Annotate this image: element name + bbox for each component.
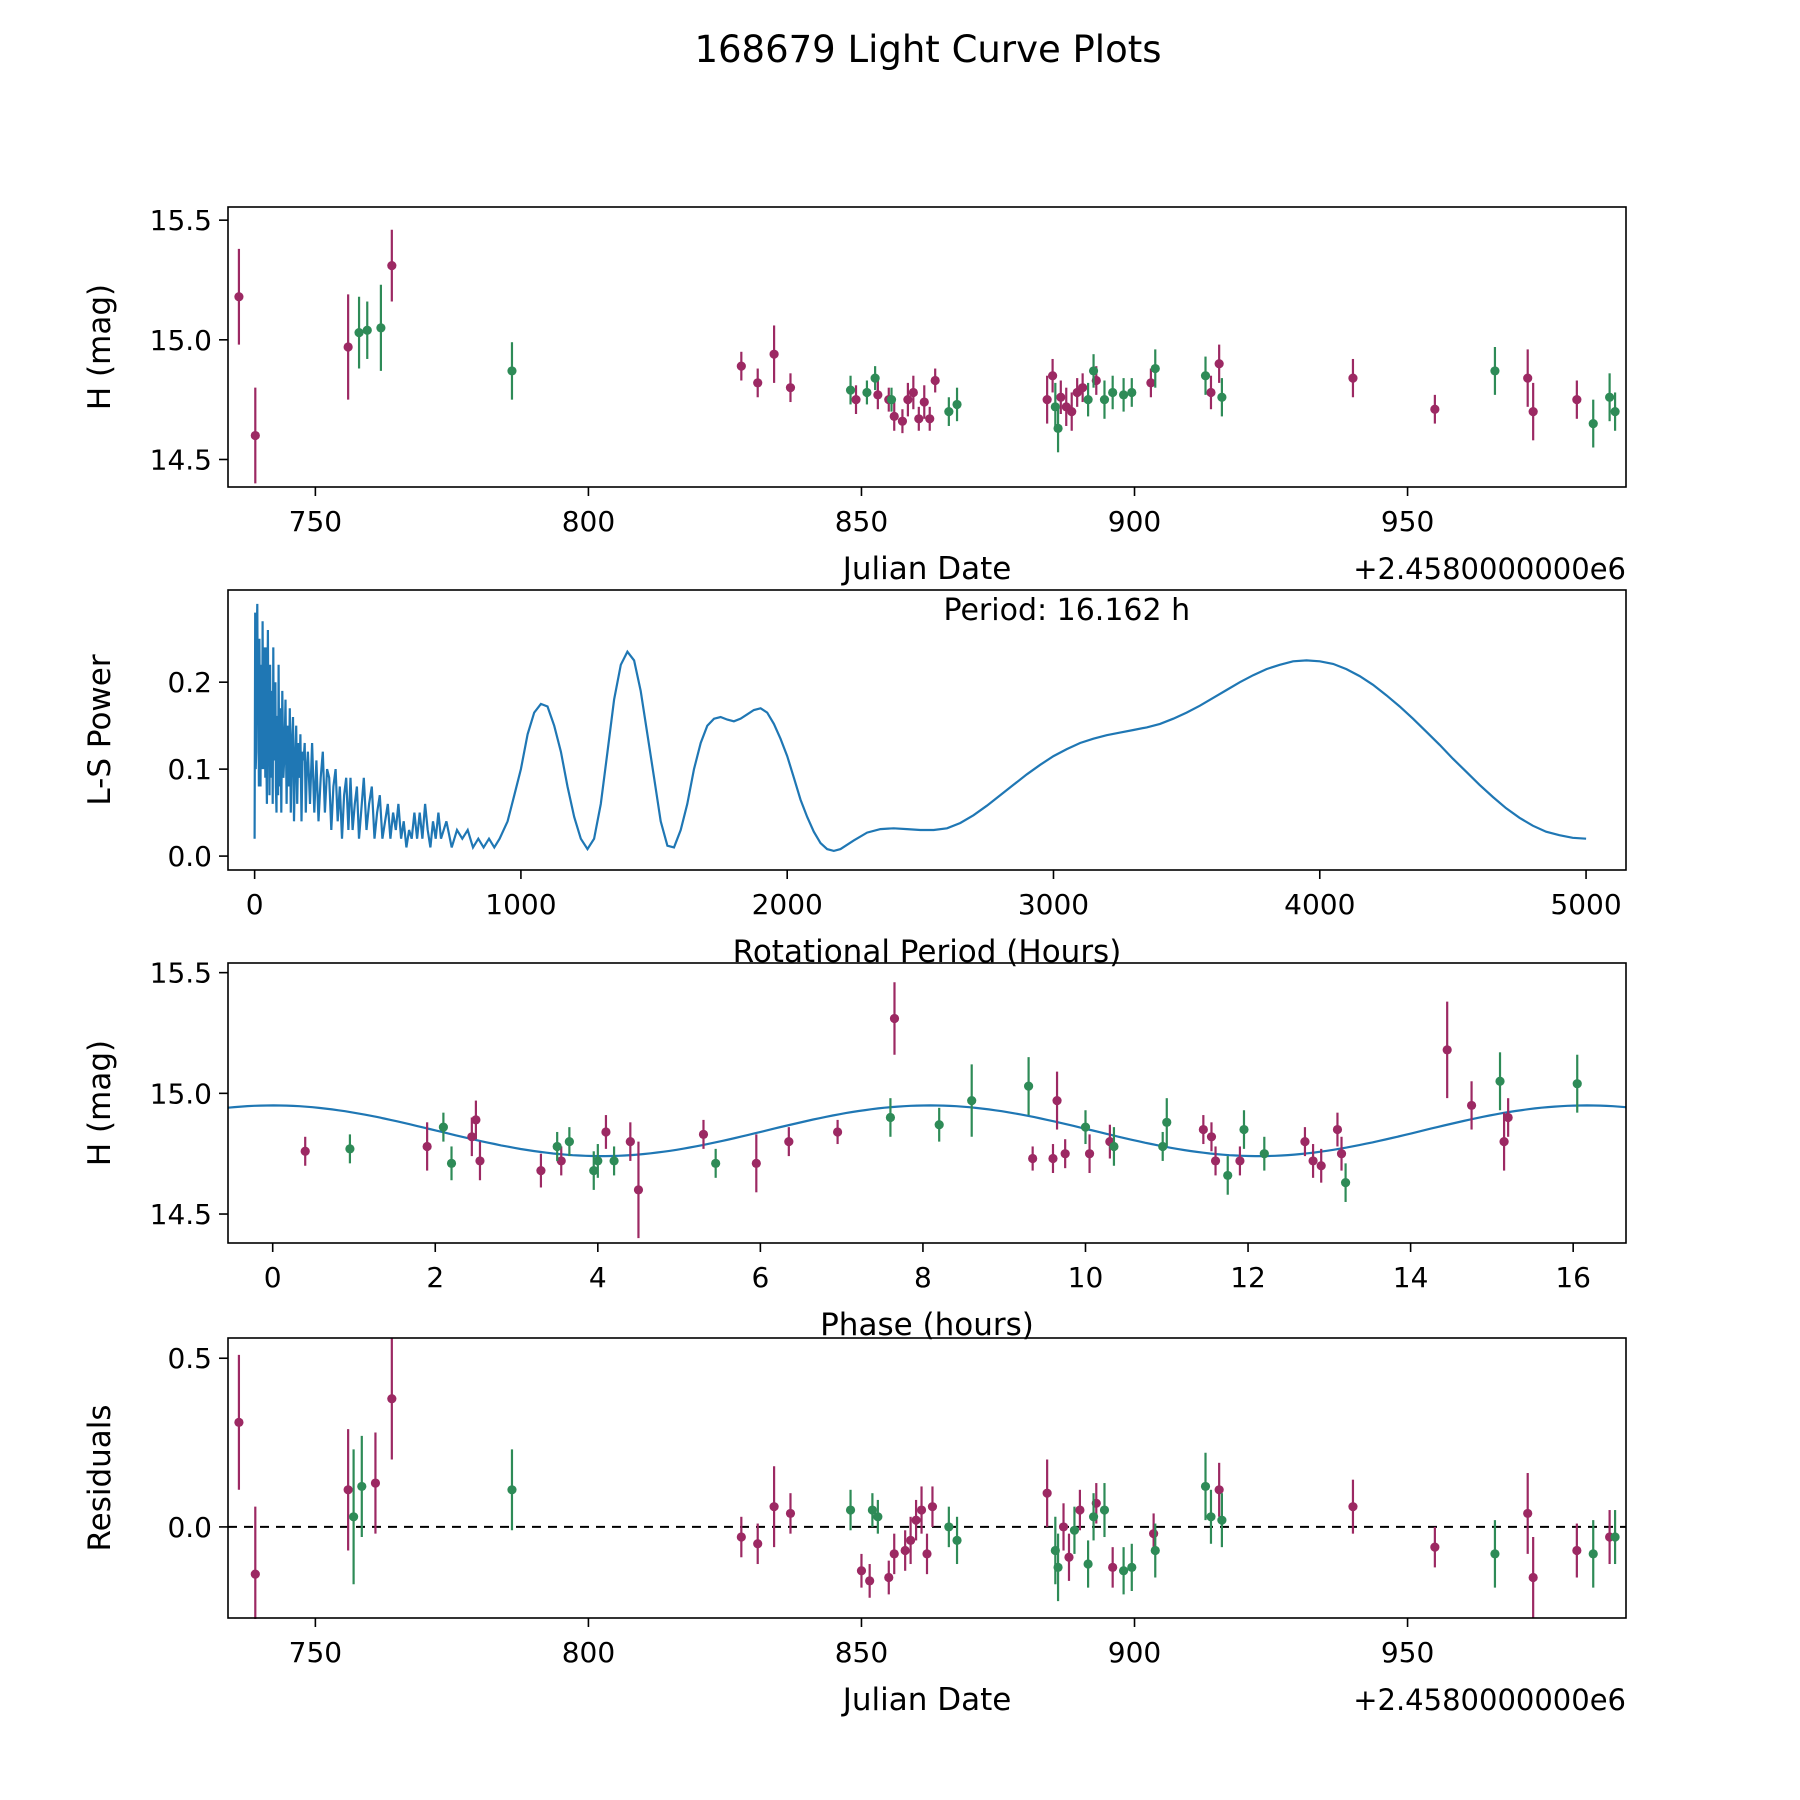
- y-tick-label: 0.1: [167, 753, 212, 786]
- y-axis-label: H (mag): [82, 1040, 118, 1166]
- y-axis-label: H (mag): [82, 284, 118, 410]
- x-tick-label: 8: [914, 1261, 932, 1294]
- x-tick-label: 12: [1230, 1261, 1266, 1294]
- x-tick-label: 800: [562, 1636, 615, 1669]
- y-tick-label: 14.5: [150, 443, 212, 476]
- x-tick-label: 6: [751, 1261, 769, 1294]
- phase-folded-subplot: 0 2 4 6 8 10 12 14 16 14.5 15.0 15.5 Phase (hours) H …: [82, 957, 1627, 1343]
- y-axis-label: L-S Power: [82, 654, 118, 805]
- x-axis-offset-label: +2.4580000000e6: [1353, 1683, 1626, 1717]
- sinusoid-fit-line: [228, 1104, 1626, 1158]
- series-observer-1: [234, 1338, 1615, 1619]
- residuals-data-layer: [228, 1338, 1626, 1619]
- x-tick-label: 750: [289, 505, 342, 538]
- x-axis-label: Phase (hours): [820, 1307, 1034, 1343]
- y-tick-label: 0.2: [167, 666, 212, 699]
- x-tick-label: 850: [835, 1636, 888, 1669]
- y-tick-label: 15.0: [150, 324, 212, 357]
- x-axis-label: Julian Date: [841, 1682, 1012, 1718]
- x-tick-label: 0: [246, 888, 264, 921]
- y-tick-label: 15.5: [150, 204, 212, 237]
- series-observer-2: [345, 1052, 1582, 1202]
- x-tick-label: 900: [1108, 1636, 1161, 1669]
- x-tick-label: 950: [1381, 1636, 1434, 1669]
- residuals-subplot: 750 800 850 900 950 0.0 0.5 Julian Date +2.45800…: [82, 1337, 1627, 1718]
- figure-title: 168679 Light Curve Plots: [694, 28, 1161, 71]
- y-tick-label: 15.5: [150, 957, 212, 990]
- x-axis-label: Rotational Period (Hours): [733, 934, 1122, 970]
- axes-frame: [227, 206, 1627, 488]
- x-tick-label: 10: [1068, 1261, 1104, 1294]
- x-tick-label: 2000: [752, 888, 823, 921]
- x-tick-label: 750: [289, 1636, 342, 1669]
- x-tick-label: 2: [426, 1261, 444, 1294]
- x-tick-label: 5000: [1550, 888, 1621, 921]
- y-tick-label: 0.5: [167, 1342, 212, 1375]
- period-annotation: Period: 16.162 h: [943, 593, 1190, 628]
- x-tick-label: 3000: [1018, 888, 1089, 921]
- jd-lightcurve-data-layer: [234, 229, 1620, 484]
- x-tick-label: 4: [589, 1261, 607, 1294]
- y-tick-label: 0.0: [167, 1511, 212, 1544]
- series-observer-2: [354, 284, 1620, 453]
- x-tick-label: 950: [1381, 505, 1434, 538]
- axes-frame: [227, 962, 1627, 1244]
- x-tick-label: 0: [264, 1261, 282, 1294]
- y-axis-label: Residuals: [82, 1404, 118, 1551]
- x-tick-label: 900: [1108, 505, 1161, 538]
- x-tick-label: 14: [1393, 1261, 1429, 1294]
- x-axis-offset-label: +2.4580000000e6: [1353, 552, 1626, 586]
- series-observer-1: [300, 982, 1513, 1239]
- series-observer-1: [234, 229, 1582, 484]
- axes-frame: [227, 1337, 1627, 1619]
- y-tick-label: 14.5: [150, 1198, 212, 1231]
- axes-frame: [227, 589, 1627, 871]
- series-observer-2: [349, 1435, 1620, 1602]
- x-axis-label: Julian Date: [841, 551, 1012, 587]
- y-tick-label: 15.0: [150, 1077, 212, 1110]
- periodogram-subplot: 0 1000 2000 3000 4000 5000 0.0 0.1 0.2 Rotational…: [82, 589, 1627, 970]
- jd-lightcurve-subplot: 750 800 850 900 950 14.5 15.0 15.5 Julian Date +2…: [82, 204, 1627, 587]
- x-tick-label: 850: [835, 505, 888, 538]
- periodogram-data-layer: [253, 603, 1587, 853]
- x-tick-label: 16: [1555, 1261, 1591, 1294]
- periodogram-line: [253, 603, 1587, 853]
- x-tick-label: 4000: [1284, 888, 1355, 921]
- x-tick-label: 800: [562, 505, 615, 538]
- y-tick-label: 0.0: [167, 840, 212, 873]
- x-tick-label: 1000: [485, 888, 556, 921]
- phase-folded-data-layer: [228, 982, 1626, 1239]
